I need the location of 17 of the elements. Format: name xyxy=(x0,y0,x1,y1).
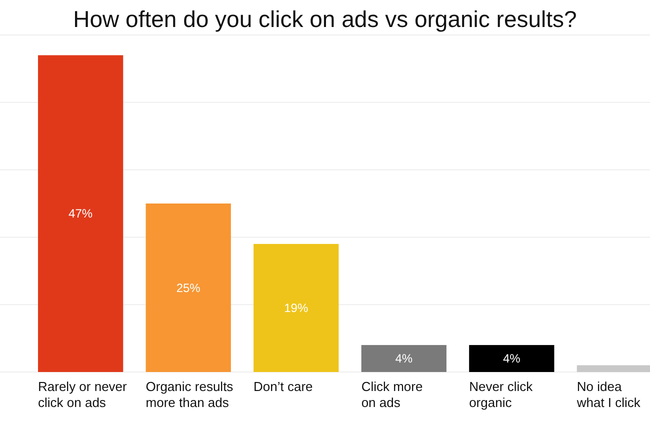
x-tick-label: Click more on ads xyxy=(361,379,423,410)
chart-title: How often do you click on ads vs organic results? xyxy=(73,6,577,32)
bar xyxy=(38,55,124,372)
x-tick-label: Never click organic xyxy=(469,379,534,410)
data-label: 4% xyxy=(502,352,521,366)
x-tick-label: No idea what I click xyxy=(576,379,641,410)
data-label: 4% xyxy=(395,352,413,366)
data-label: 25% xyxy=(176,280,201,295)
bar xyxy=(254,244,339,372)
x-tick-label: Don’t care xyxy=(254,379,313,394)
bar xyxy=(361,345,446,372)
bar xyxy=(146,204,231,372)
data-label: 47% xyxy=(68,206,93,221)
data-label: 19% xyxy=(284,300,308,315)
x-tick-label: Organic results more than ads xyxy=(146,379,234,410)
x-tick-label: Rarely or never click on ads xyxy=(38,379,128,410)
bar xyxy=(469,345,554,372)
